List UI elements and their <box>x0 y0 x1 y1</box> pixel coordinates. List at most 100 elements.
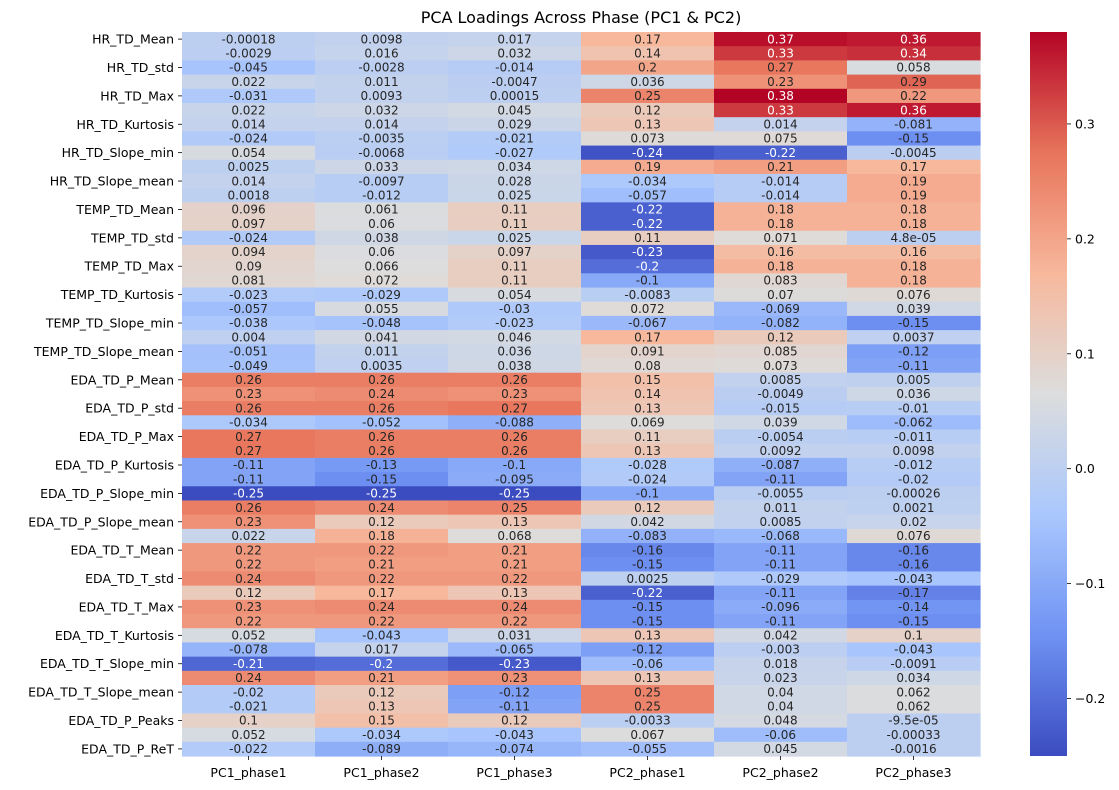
heatmap-cell-label: 0.0018 <box>228 188 270 202</box>
heatmap-cell <box>714 685 848 700</box>
heatmap-cell <box>581 159 715 175</box>
heatmap-cell <box>315 173 449 189</box>
heatmap-cell <box>714 443 848 459</box>
heatmap-cell-label: 0.071 <box>763 231 797 245</box>
x-tick-label: PC2_phase3 <box>875 765 951 780</box>
heatmap-cell <box>714 358 848 374</box>
heatmap-cell-label: -0.095 <box>495 472 534 486</box>
heatmap-cell <box>315 457 449 473</box>
heatmap-cell-label: 0.048 <box>763 714 797 728</box>
heatmap-cell <box>448 145 582 161</box>
heatmap-cell <box>315 642 449 658</box>
heatmap-cell <box>448 443 582 459</box>
heatmap-cell <box>448 457 582 473</box>
heatmap-cell <box>847 244 981 260</box>
heatmap-cell-label: 0.24 <box>368 387 395 401</box>
heatmap-cell-labels: -0.00018 0.0098 0.017 0.17 0.37 0.36 -0.0029 0.… <box>222 32 941 756</box>
heatmap-cell <box>315 244 449 260</box>
heatmap-cell <box>182 727 316 743</box>
heatmap-cell <box>315 202 449 218</box>
heatmap-cell <box>847 131 981 147</box>
heatmap-cell-label: 0.12 <box>368 515 395 529</box>
heatmap-cell <box>581 287 715 303</box>
heatmap-cell-label: 0.12 <box>767 330 794 344</box>
heatmap-cell <box>581 358 715 374</box>
heatmap-cell-label: 0.096 <box>231 203 265 217</box>
heatmap-cell <box>847 372 981 388</box>
heatmap-cell <box>182 46 316 61</box>
heatmap-cell-label: 0.23 <box>501 671 528 685</box>
heatmap-cell <box>714 74 848 90</box>
heatmap-cell <box>315 656 449 672</box>
heatmap-cell-label: -0.1 <box>636 487 659 501</box>
heatmap-cell <box>315 557 449 573</box>
heatmap-cell <box>847 216 981 232</box>
heatmap-cell <box>448 301 582 317</box>
heatmap-cell <box>182 741 316 757</box>
heatmap-cell-label: -0.043 <box>362 629 401 643</box>
heatmap-cell-label: 0.25 <box>634 685 661 699</box>
heatmap-cell-label: -0.22 <box>765 146 796 160</box>
heatmap-cell <box>847 500 981 516</box>
heatmap-cell-label: -0.16 <box>632 543 663 557</box>
heatmap-cell <box>182 457 316 473</box>
heatmap-cell-label: 0.04 <box>767 700 794 714</box>
heatmap-cell-label: -0.11 <box>233 458 264 472</box>
heatmap-cell-label: 0.068 <box>497 529 531 543</box>
y-tick-label: EDA_TD_P_Max <box>79 429 174 444</box>
colorbar: −0.2 −0.1 0.0 0.1 0.2 0.3 <box>1030 32 1105 756</box>
heatmap-cell-label: 0.0085 <box>760 515 802 529</box>
heatmap-cell <box>315 117 449 132</box>
heatmap-cell <box>315 727 449 743</box>
heatmap-cell-label: 0.0098 <box>893 444 935 458</box>
heatmap-cell <box>581 216 715 232</box>
heatmap-cell <box>847 415 981 431</box>
heatmap-cell <box>315 713 449 729</box>
heatmap-cell-label: 0.014 <box>231 174 265 188</box>
heatmap-cell <box>182 386 316 402</box>
heatmap-cell <box>315 472 449 487</box>
heatmap-cell <box>315 614 449 629</box>
y-tick-label: EDA_TD_T_Max <box>79 599 174 614</box>
heatmap-cell <box>847 599 981 615</box>
heatmap-cell-label: 0.13 <box>634 117 661 131</box>
heatmap-cell <box>847 457 981 473</box>
heatmap-cell-label: 4.8e-05 <box>890 231 936 245</box>
colorbar-gradient <box>1030 32 1067 756</box>
heatmap-cell <box>581 514 715 530</box>
heatmap-cell <box>448 401 582 416</box>
heatmap-cell-label: 0.11 <box>634 231 661 245</box>
heatmap-cell-label: 0.24 <box>501 600 528 614</box>
heatmap-cell-label: 0.039 <box>763 416 797 430</box>
heatmap-cell <box>581 486 715 502</box>
heatmap-cell-label: 0.054 <box>497 288 531 302</box>
heatmap-cell <box>315 273 449 289</box>
heatmap-cell <box>182 486 316 502</box>
heatmap-cell <box>581 429 715 445</box>
heatmap-cell-label: 0.22 <box>235 558 262 572</box>
heatmap-cell <box>714 244 848 260</box>
heatmap-cell <box>714 599 848 615</box>
heatmap-cell-label: -0.024 <box>628 472 667 486</box>
heatmap-cell <box>714 528 848 544</box>
heatmap-cell-label: 0.29 <box>900 75 927 89</box>
heatmap-cell <box>714 88 848 104</box>
heatmap-cell <box>714 656 848 672</box>
heatmap-cell-label: 0.045 <box>497 103 531 117</box>
heatmap-cell <box>182 330 316 345</box>
heatmap-cell <box>581 46 715 61</box>
heatmap-cell-label: -0.028 <box>628 458 667 472</box>
heatmap-cell-label: 0.22 <box>368 614 395 628</box>
heatmap-cell <box>182 216 316 232</box>
heatmap-cell <box>448 32 582 47</box>
y-tick-label: EDA_TD_P_Slope_min <box>40 486 174 501</box>
heatmap-cell <box>581 543 715 558</box>
heatmap-cell <box>581 656 715 672</box>
heatmap-cell <box>448 102 582 118</box>
heatmap-cell-label: 0.22 <box>235 543 262 557</box>
heatmap-cell <box>182 188 316 203</box>
heatmap-cell <box>847 543 981 558</box>
heatmap-cell <box>448 642 582 658</box>
heatmap-cell <box>182 344 316 360</box>
heatmap-cell <box>581 145 715 161</box>
